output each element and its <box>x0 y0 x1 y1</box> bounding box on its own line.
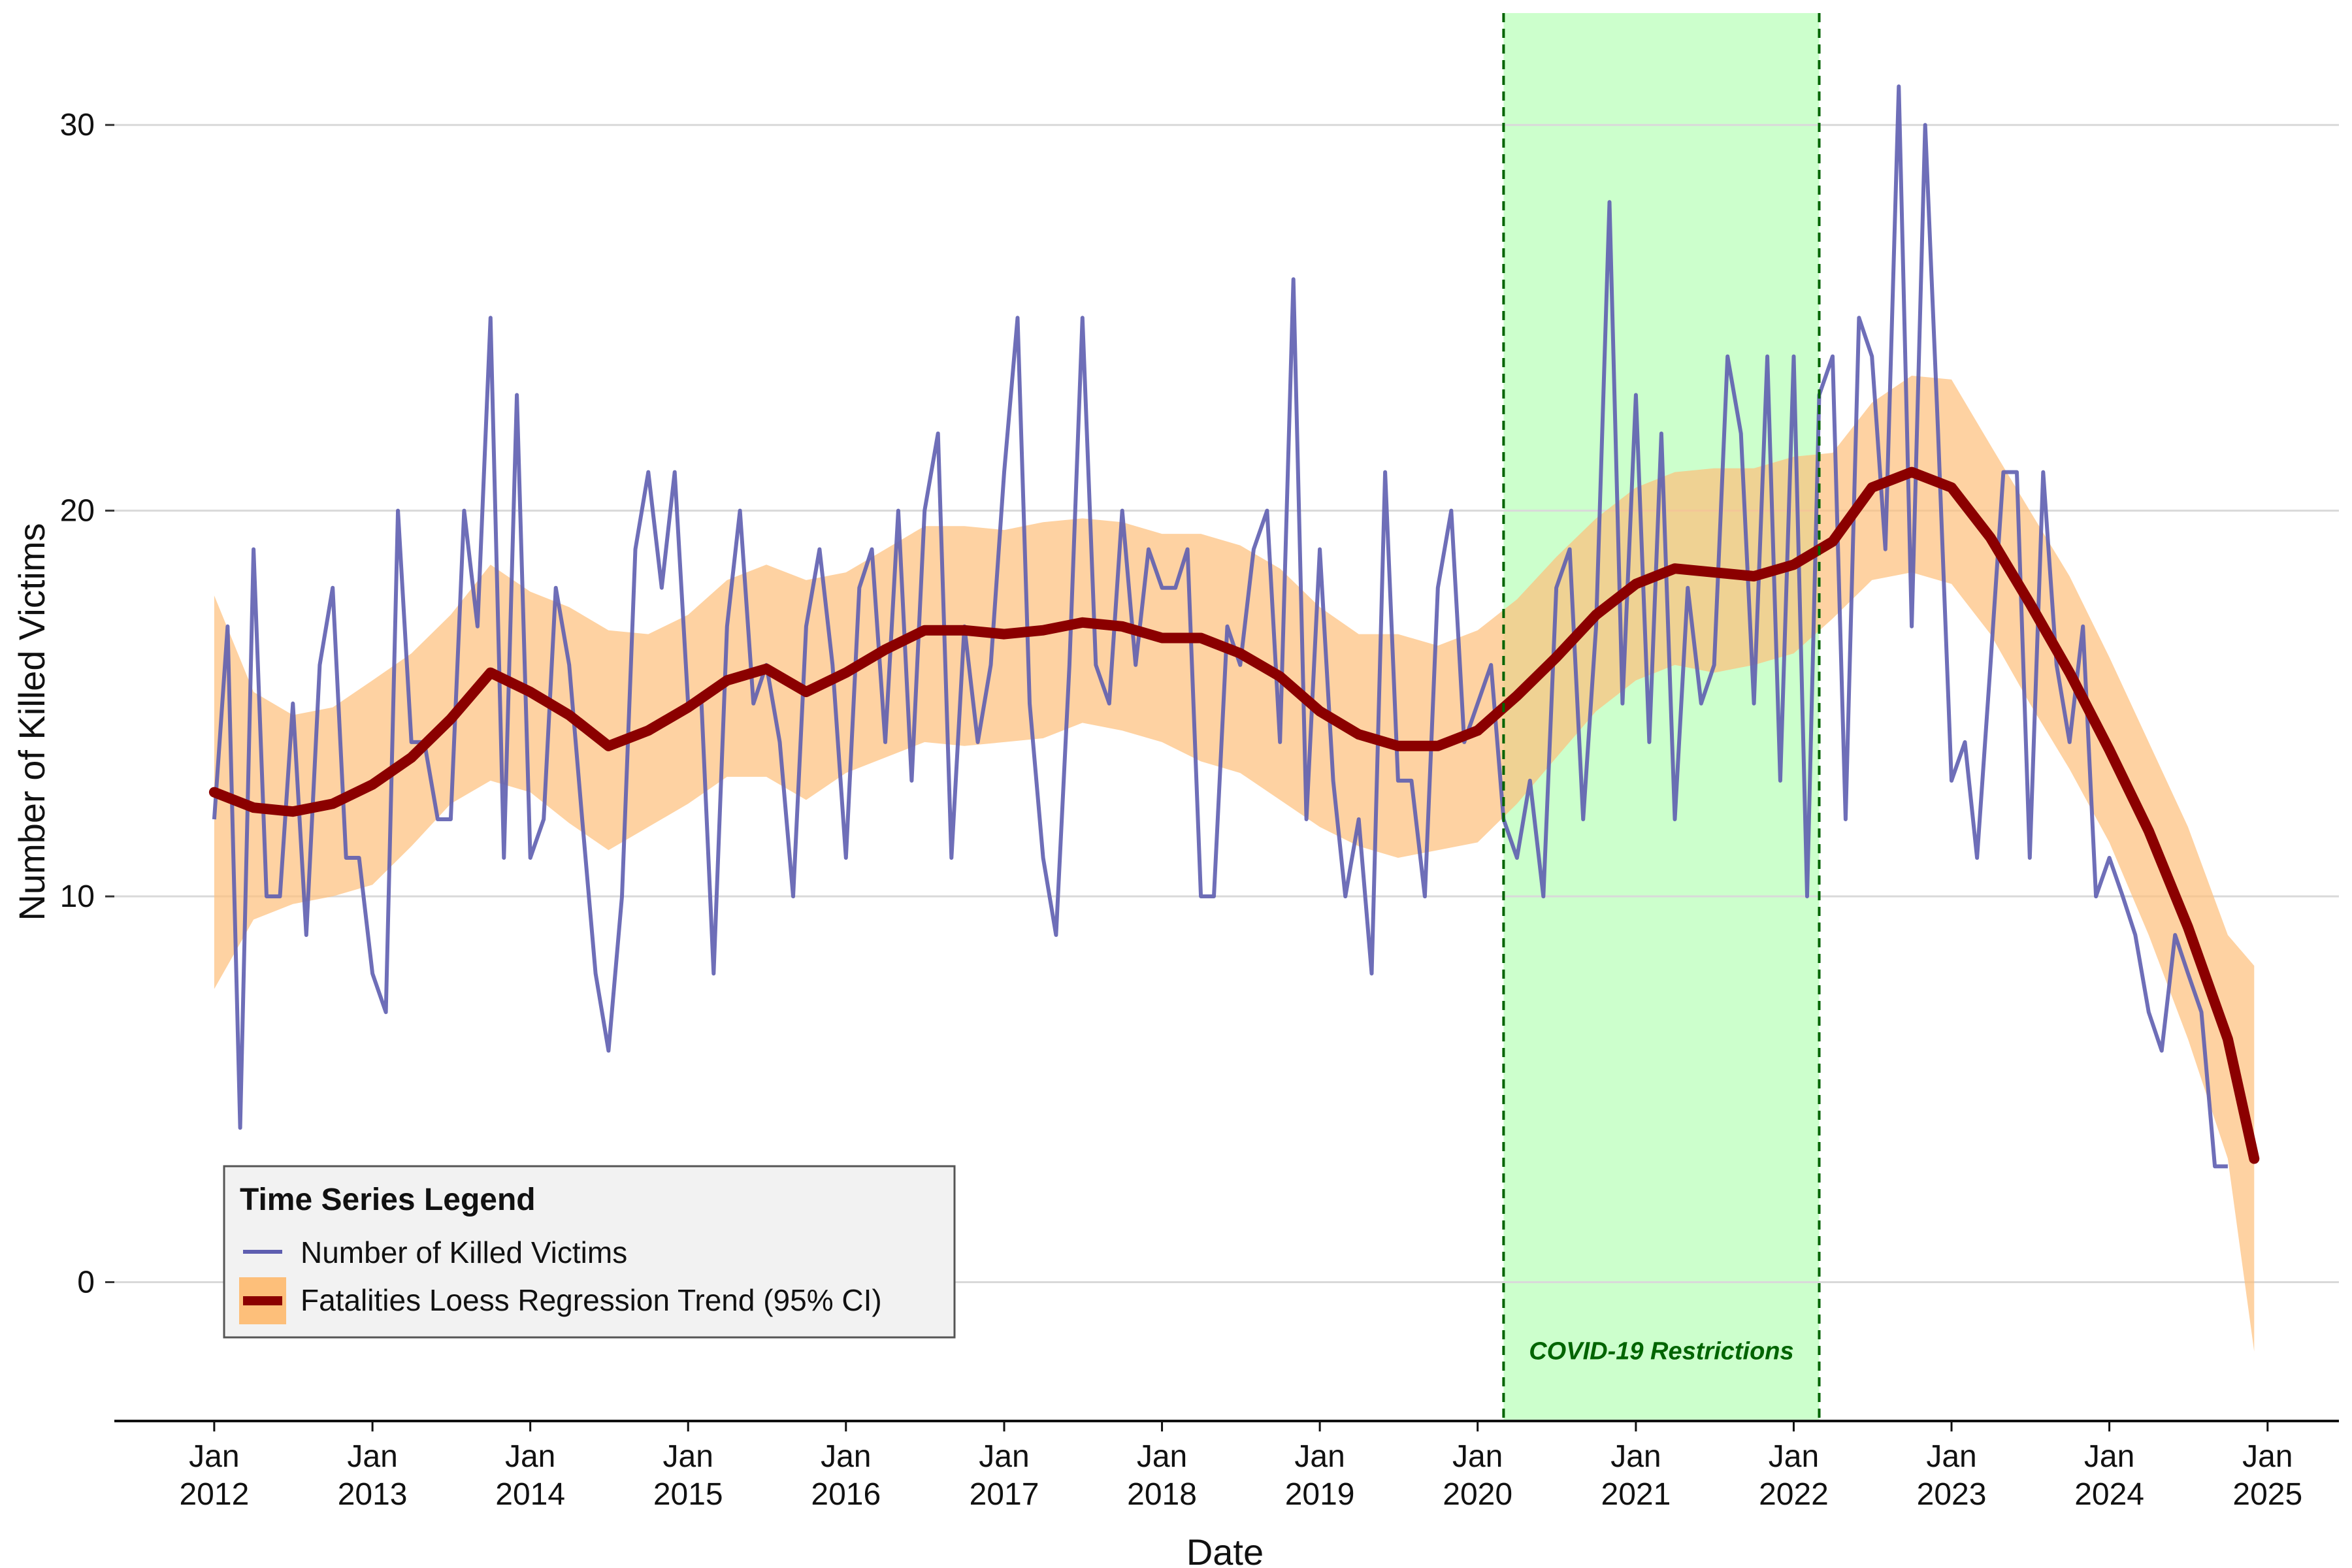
x-tick-label-month-2016: Jan <box>821 1439 871 1474</box>
x-tick-label-year-2018: 2018 <box>1127 1477 1197 1512</box>
x-tick-label-year-2020: 2020 <box>1443 1477 1512 1512</box>
x-tick-label-month-2022: Jan <box>1769 1439 1819 1474</box>
covid-annotation: COVID-19 Restrictions <box>1529 1338 1793 1365</box>
x-tick-label-year-2015: 2015 <box>653 1477 723 1512</box>
x-tick-label-year-2024: 2024 <box>2074 1477 2144 1512</box>
x-tick-label-month-2021: Jan <box>1610 1439 1661 1474</box>
x-tick-label-month-2013: Jan <box>347 1439 397 1474</box>
x-tick-label-year-2022: 2022 <box>1759 1477 1829 1512</box>
legend-title: Time Series Legend <box>240 1183 536 1217</box>
x-tick-label-year-2014: 2014 <box>495 1477 565 1512</box>
x-tick-label-year-2025: 2025 <box>2232 1477 2302 1512</box>
x-tick-label-month-2024: Jan <box>2084 1439 2134 1474</box>
x-tick-label-month-2012: Jan <box>189 1439 239 1474</box>
legend-label-trend: Fatalities Loess Regression Trend (95% C… <box>301 1283 882 1317</box>
y-axis-title: Number of Killed Victims <box>11 523 52 921</box>
x-tick-label-month-2023: Jan <box>1926 1439 1976 1474</box>
y-tick-label-30: 30 <box>60 108 95 142</box>
x-tick-label-month-2015: Jan <box>663 1439 713 1474</box>
x-tick-label-year-2016: 2016 <box>811 1477 881 1512</box>
x-tick-label-month-2018: Jan <box>1137 1439 1187 1474</box>
y-tick-label-20: 20 <box>60 494 95 529</box>
y-tick-label-10: 10 <box>60 879 95 914</box>
y-axis: 0 10 20 30 <box>60 108 114 1299</box>
legend-label-victims: Number of Killed Victims <box>301 1235 627 1269</box>
x-tick-label-month-2019: Jan <box>1294 1439 1345 1474</box>
x-tick-label-month-2020: Jan <box>1452 1439 1503 1474</box>
x-axis-title: Date <box>1186 1531 1264 1568</box>
x-tick-label-year-2021: 2021 <box>1601 1477 1671 1512</box>
x-tick-label-year-2019: 2019 <box>1285 1477 1355 1512</box>
x-tick-label-year-2017: 2017 <box>970 1477 1039 1512</box>
y-tick-label-0: 0 <box>77 1265 95 1299</box>
x-axis: Jan2012Jan2013Jan2014Jan2015Jan2016Jan20… <box>114 1420 2339 1512</box>
x-tick-label-month-2014: Jan <box>505 1439 555 1474</box>
ci-band <box>214 376 2255 1352</box>
trend-line <box>208 466 2260 1164</box>
legend: Time Series Legend Number of Killed Vict… <box>223 1165 956 1339</box>
x-tick-label-year-2012: 2012 <box>179 1477 249 1512</box>
trend-confidence-band <box>214 376 2255 1352</box>
x-tick-label-year-2013: 2013 <box>338 1477 408 1512</box>
trend-series <box>208 466 2260 1164</box>
x-tick-label-month-2017: Jan <box>979 1439 1029 1474</box>
x-tick-label-month-2025: Jan <box>2242 1439 2293 1474</box>
x-tick-label-year-2023: 2023 <box>1917 1477 1987 1512</box>
legend-box <box>223 1165 956 1339</box>
